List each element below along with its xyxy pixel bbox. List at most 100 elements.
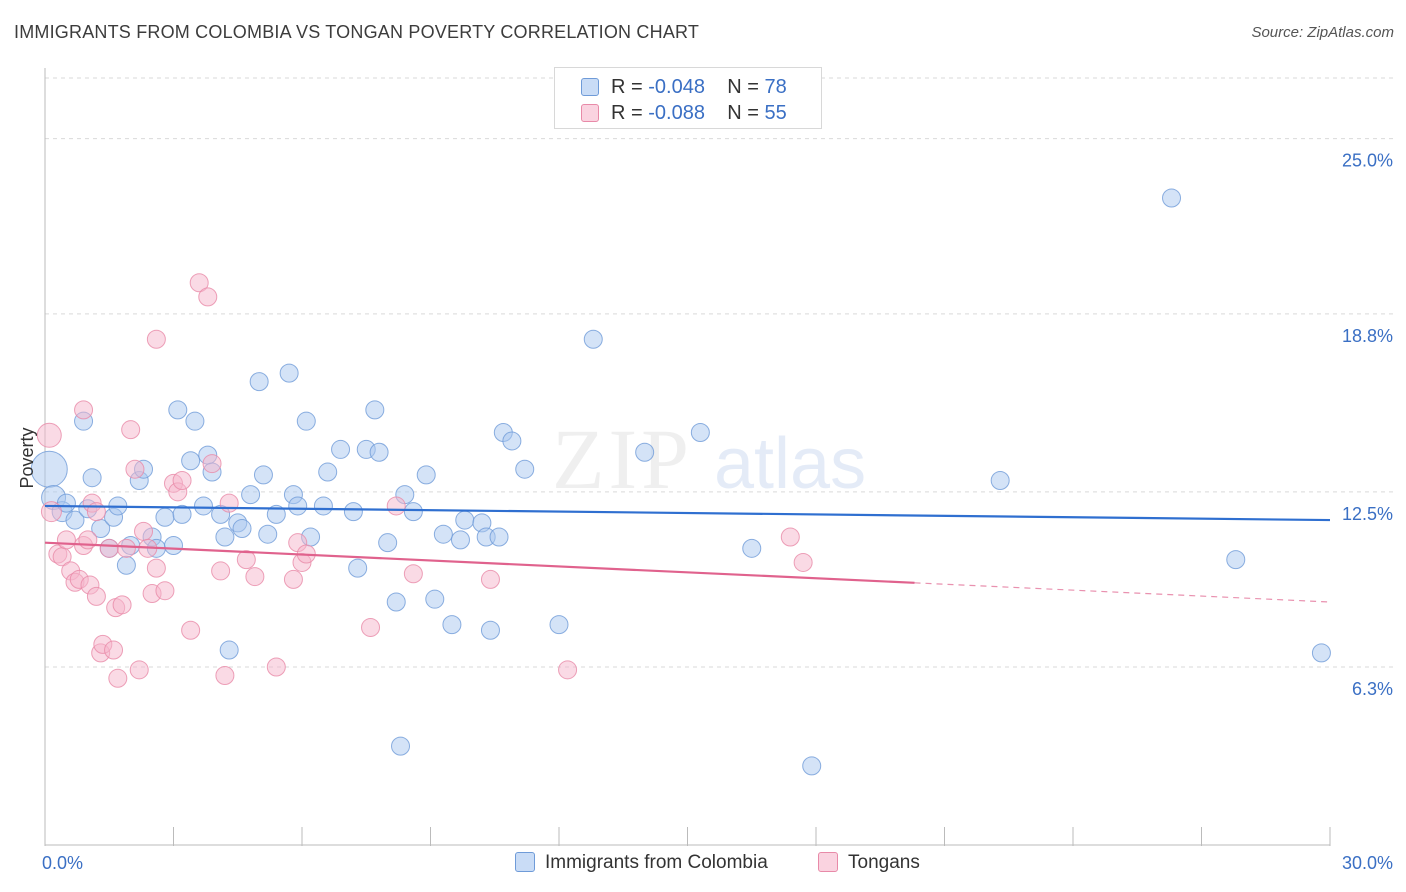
- data-point: [515, 459, 535, 479]
- trend-lines: [44, 504, 1331, 603]
- data-point: [416, 465, 436, 485]
- data-point: [489, 527, 509, 547]
- y-tick-label: 25.0%: [1342, 151, 1393, 171]
- data-point: [802, 756, 822, 776]
- data-point: [155, 581, 175, 601]
- watermark-zip: ZIP: [552, 411, 693, 507]
- data-point: [181, 451, 201, 471]
- data-point: [266, 504, 286, 524]
- data-point: [129, 660, 149, 680]
- data-point: [318, 462, 338, 482]
- r-value: -0.048: [648, 76, 705, 98]
- data-point: [134, 521, 154, 541]
- data-point: [65, 510, 85, 530]
- data-point: [172, 471, 192, 491]
- data-point: [558, 660, 578, 680]
- data-point: [40, 501, 62, 523]
- data-point: [211, 561, 231, 581]
- data-point: [215, 665, 235, 685]
- series-colombia: [30, 188, 1331, 776]
- data-point: [36, 422, 62, 448]
- data-point: [104, 640, 124, 660]
- data-point: [116, 538, 136, 558]
- data-point: [108, 668, 128, 688]
- n-value: 78: [764, 76, 787, 98]
- data-point: [378, 533, 398, 553]
- data-point: [164, 536, 183, 556]
- data-point: [990, 471, 1010, 491]
- data-point: [249, 372, 269, 392]
- stats-legend: R = -0.048 N = 78 R = -0.088 N = 55: [554, 67, 822, 129]
- data-point: [125, 459, 145, 479]
- legend-label: Tongans: [848, 852, 920, 873]
- data-point: [1226, 550, 1246, 570]
- x-tick-label: 30.0%: [1342, 853, 1393, 873]
- data-point: [480, 620, 500, 640]
- y-tick-label: 18.8%: [1342, 326, 1393, 346]
- data-point: [219, 493, 239, 513]
- source-label: Source: ZipAtlas.com: [1251, 24, 1394, 41]
- data-point: [455, 510, 475, 530]
- data-point: [99, 538, 119, 558]
- data-point: [74, 400, 94, 420]
- trend-line: [44, 541, 915, 584]
- r-value: -0.088: [648, 102, 705, 124]
- data-point: [78, 530, 98, 550]
- data-point: [198, 287, 218, 307]
- trend-line-extension: [914, 582, 1331, 603]
- legend-item-tongans: Tongans: [818, 852, 920, 876]
- legend-item-colombia: Immigrants from Colombia: [515, 852, 768, 876]
- data-point: [232, 519, 252, 539]
- data-point: [348, 558, 368, 578]
- data-point: [253, 465, 273, 485]
- n-value: 55: [764, 102, 787, 124]
- data-point: [86, 502, 106, 522]
- data-point: [1162, 188, 1182, 208]
- r-label: R =: [611, 76, 643, 98]
- data-point: [168, 400, 188, 420]
- data-point: [403, 564, 423, 584]
- data-point: [155, 507, 175, 527]
- data-point: [480, 569, 500, 589]
- data-point: [365, 400, 385, 420]
- data-point: [433, 524, 453, 544]
- data-point: [391, 736, 411, 756]
- y-axis-label: Poverty: [17, 427, 37, 488]
- data-point: [258, 524, 278, 544]
- data-point: [82, 468, 102, 488]
- watermark-atlas: atlas: [714, 424, 866, 504]
- watermark: ZIP atlas: [552, 411, 866, 507]
- data-point: [369, 442, 389, 462]
- data-point: [245, 567, 265, 587]
- x-tick-label: 0.0%: [42, 853, 83, 873]
- data-point: [189, 273, 209, 293]
- data-point: [56, 530, 76, 550]
- data-point: [121, 420, 141, 440]
- data-point: [361, 617, 381, 637]
- legend-label: Immigrants from Colombia: [545, 852, 768, 873]
- y-tick-labels: 6.3% 12.5% 18.8% 25.0%: [1342, 151, 1393, 699]
- data-point: [635, 442, 655, 462]
- stats-row-colombia: R = -0.048 N = 78: [581, 76, 787, 100]
- y-tick-label: 12.5%: [1342, 504, 1393, 524]
- data-point: [742, 538, 762, 558]
- data-point: [116, 555, 136, 575]
- data-point: [202, 454, 222, 474]
- data-point: [146, 329, 166, 349]
- data-point: [331, 439, 351, 459]
- data-point: [583, 329, 603, 349]
- data-point: [146, 558, 166, 578]
- n-label: N =: [727, 102, 759, 124]
- data-point: [690, 422, 710, 442]
- data-point: [780, 527, 800, 547]
- chart-title: IMMIGRANTS FROM COLOMBIA VS TONGAN POVER…: [14, 22, 700, 42]
- data-point: [313, 496, 333, 516]
- data-point: [193, 496, 213, 516]
- data-point: [549, 615, 569, 635]
- data-point: [279, 363, 299, 383]
- y-tick-label: 6.3%: [1352, 679, 1393, 699]
- data-point: [343, 502, 363, 522]
- data-point: [241, 485, 261, 505]
- x-tick-labels: 0.0% 30.0%: [42, 853, 1393, 873]
- data-point: [425, 589, 445, 609]
